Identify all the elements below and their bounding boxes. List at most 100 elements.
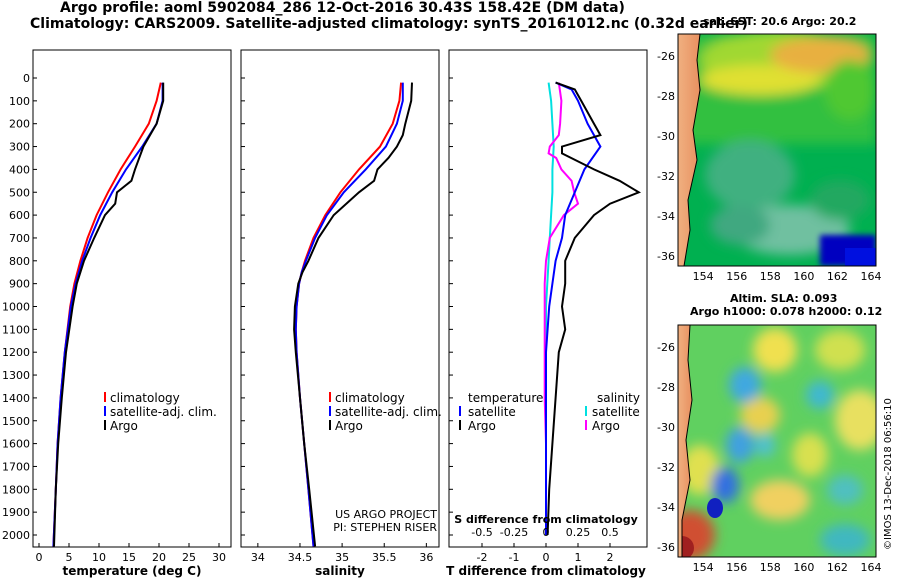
salinity-line-0 — [294, 82, 403, 547]
depth-tick-label: 2000 — [2, 529, 30, 542]
project-annotation: US ARGO PROJECT — [335, 508, 437, 521]
x-top-tick-label: 0 — [543, 526, 550, 539]
diff-line-t-satellite — [545, 81, 602, 535]
salinity-legend-label: climatology — [335, 391, 405, 405]
sla-x-tick-label: 164 — [860, 561, 881, 574]
x-tick-label: -2 — [477, 551, 488, 564]
diff-legend-left-label: Argo — [468, 419, 496, 433]
sst-map-title: sat. SST: 20.6 Argo: 20.2 — [703, 15, 857, 28]
sla-map-frame — [677, 324, 877, 558]
x-tick-label: 35.5 — [372, 551, 397, 564]
title-line-2: Climatology: CARS2009. Satellite-adjuste… — [30, 16, 748, 32]
x-tick-label: 36 — [419, 551, 433, 564]
salinity-legend-label: satellite-adj. clim. — [335, 405, 442, 419]
sst-map — [678, 34, 876, 266]
temperature-line-1 — [52, 82, 164, 547]
salinity-line-1 — [294, 82, 404, 547]
sst-x-tick-label: 160 — [793, 270, 814, 283]
depth-tick-label: 0 — [23, 72, 30, 85]
sla-y-tick-label: -26 — [657, 341, 675, 354]
salinity-legend-label: Argo — [335, 419, 363, 433]
sst-x-tick-label: 162 — [827, 270, 848, 283]
x-tick-label: 20 — [152, 551, 166, 564]
sla-x-tick-label: 158 — [760, 561, 781, 574]
depth-tick-label: 700 — [9, 232, 30, 245]
sla-y-tick-label: -32 — [657, 461, 675, 474]
difference-plot-frame — [448, 49, 648, 548]
sla-x-tick-label: 162 — [827, 561, 848, 574]
sst-x-tick-label: 154 — [693, 270, 714, 283]
x-tick-label: 0 — [543, 551, 550, 564]
depth-tick-label: 1100 — [2, 323, 30, 336]
sla-map — [678, 325, 876, 557]
sla-map-title-2: Argo h1000: 0.078 h2000: 0.12 — [690, 305, 883, 318]
title-line-1: Argo profile: aoml 5902084_286 12-Oct-20… — [60, 0, 625, 16]
sla-map-title-1: Altim. SLA: 0.093 — [730, 292, 838, 305]
depth-tick-label: 400 — [9, 163, 30, 176]
depth-tick-label: 1900 — [2, 506, 30, 519]
temperature-legend-label: Argo — [110, 419, 138, 433]
depth-tick-label: 300 — [9, 141, 30, 154]
depth-tick-label: 1400 — [2, 392, 30, 405]
temperature-line-2 — [53, 82, 165, 547]
x-tick-label: 0 — [36, 551, 43, 564]
diff-legend-right-label: Argo — [592, 419, 620, 433]
sla-x-tick-label: 156 — [726, 561, 747, 574]
x-top-tick-label: -0.25 — [500, 526, 528, 539]
x-tick-label: 30 — [212, 551, 226, 564]
x-tick-label: 34.5 — [288, 551, 313, 564]
imos-stamp: ©IMOS 13-Dec-2018 06:56:10 — [883, 398, 894, 550]
depth-tick-label: 1600 — [2, 438, 30, 451]
sst-y-tick-label: -26 — [657, 50, 675, 63]
temperature-legend-label: climatology — [110, 391, 180, 405]
sla-y-tick-label: -36 — [657, 541, 675, 554]
sla-x-tick-label: 160 — [793, 561, 814, 574]
depth-tick-label: 600 — [9, 209, 30, 222]
sst-y-tick-label: -32 — [657, 170, 675, 183]
x-tick-label: 10 — [92, 551, 106, 564]
diff-legend-right-label: satellite — [592, 405, 640, 419]
depth-tick-label: 1700 — [2, 460, 30, 473]
diff-legend-left-label: satellite — [468, 405, 516, 419]
depth-tick-label: 100 — [9, 95, 30, 108]
sla-y-tick-label: -30 — [657, 421, 675, 434]
temperature-xlabel: temperature (deg C) — [63, 564, 202, 578]
pi-annotation: PI: STEPHEN RISER — [333, 521, 437, 534]
depth-tick-label: 1000 — [2, 301, 30, 314]
sla-y-tick-label: -34 — [657, 501, 675, 514]
x-tick-label: 5 — [66, 551, 73, 564]
x-tick-label: 25 — [182, 551, 196, 564]
sst-y-tick-label: -36 — [657, 250, 675, 263]
depth-tick-label: 500 — [9, 186, 30, 199]
depth-tick-label: 800 — [9, 255, 30, 268]
salinity-plot-frame — [240, 49, 440, 548]
temperature-plot-frame — [32, 49, 232, 548]
sst-y-tick-label: -34 — [657, 210, 675, 223]
diff-legend-left-title: temperature — [468, 391, 543, 405]
x-top-tick-label: 0.25 — [566, 526, 591, 539]
sst-y-tick-label: -28 — [657, 90, 675, 103]
x-tick-label: -1 — [509, 551, 520, 564]
sst-map-frame — [677, 33, 877, 267]
sst-x-tick-label: 158 — [760, 270, 781, 283]
x-top-tick-label: -0.5 — [471, 526, 492, 539]
diff-legend-right-title: salinity — [597, 391, 640, 405]
sst-x-tick-label: 156 — [726, 270, 747, 283]
depth-tick-label: 1800 — [2, 483, 30, 496]
depth-tick-label: 1300 — [2, 369, 30, 382]
sla-y-tick-label: -28 — [657, 381, 675, 394]
x-tick-label: 1 — [575, 551, 582, 564]
depth-tick-label: 900 — [9, 278, 30, 291]
sst-y-tick-label: -30 — [657, 130, 675, 143]
salinity-xlabel: salinity — [315, 564, 365, 578]
x-tick-label: 2 — [607, 551, 614, 564]
salinity-diff-label: S difference from climatology — [454, 513, 638, 526]
temperature-legend-label: satellite-adj. clim. — [110, 405, 217, 419]
depth-tick-label: 200 — [9, 118, 30, 131]
x-top-tick-label: 0.5 — [601, 526, 619, 539]
x-tick-label: 34 — [251, 551, 265, 564]
sla-x-tick-label: 154 — [693, 561, 714, 574]
diff-line-s-argo — [543, 82, 580, 535]
diff-line-t-argo — [546, 81, 642, 536]
